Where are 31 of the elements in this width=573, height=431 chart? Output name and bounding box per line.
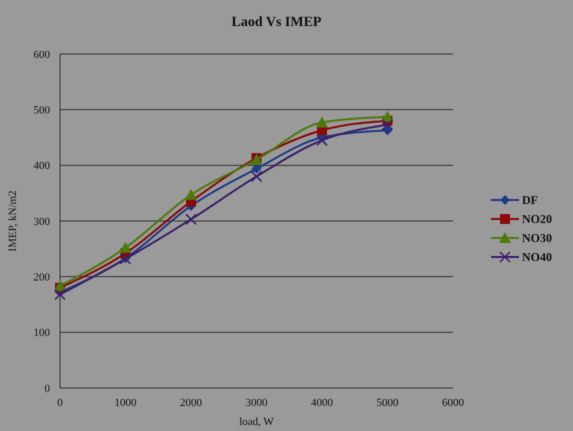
chart-title: Laod Vs IMEP <box>232 15 322 30</box>
legend-label: NO40 <box>522 250 552 264</box>
point <box>382 125 392 136</box>
legend-label: DF <box>522 193 538 208</box>
point <box>185 188 197 200</box>
legend-label: NO20 <box>522 212 552 226</box>
point <box>382 118 394 130</box>
point <box>316 134 328 146</box>
point <box>252 164 262 174</box>
y-tick-label: 100 <box>34 327 50 340</box>
x-tick-label: 5000 <box>376 397 399 409</box>
point <box>120 242 132 253</box>
y-tick-label: 500 <box>34 104 50 117</box>
x-tick-label: 4000 <box>311 397 334 409</box>
y-tick-label: 300 <box>34 216 50 228</box>
point <box>316 116 328 128</box>
x-tick-label: 1000 <box>114 397 137 409</box>
y-tick-label: 600 <box>34 48 50 61</box>
point <box>185 214 197 226</box>
legend-label: NO30 <box>522 231 552 246</box>
point <box>250 170 262 182</box>
y-tick-label: 200 <box>34 272 50 284</box>
y-tick-label: 0 <box>44 382 50 395</box>
y-tick-label: 400 <box>34 160 50 172</box>
y-axis-title: IMEP, kN/m2 <box>7 190 19 252</box>
x-tick-label: 3000 <box>246 397 268 409</box>
x-tick-label: 6000 <box>442 397 464 409</box>
x-axis-title: load, W <box>239 416 274 428</box>
x-tick-label: 2000 <box>180 397 202 409</box>
x-tick-label: 0 <box>57 397 64 409</box>
point <box>54 288 66 300</box>
